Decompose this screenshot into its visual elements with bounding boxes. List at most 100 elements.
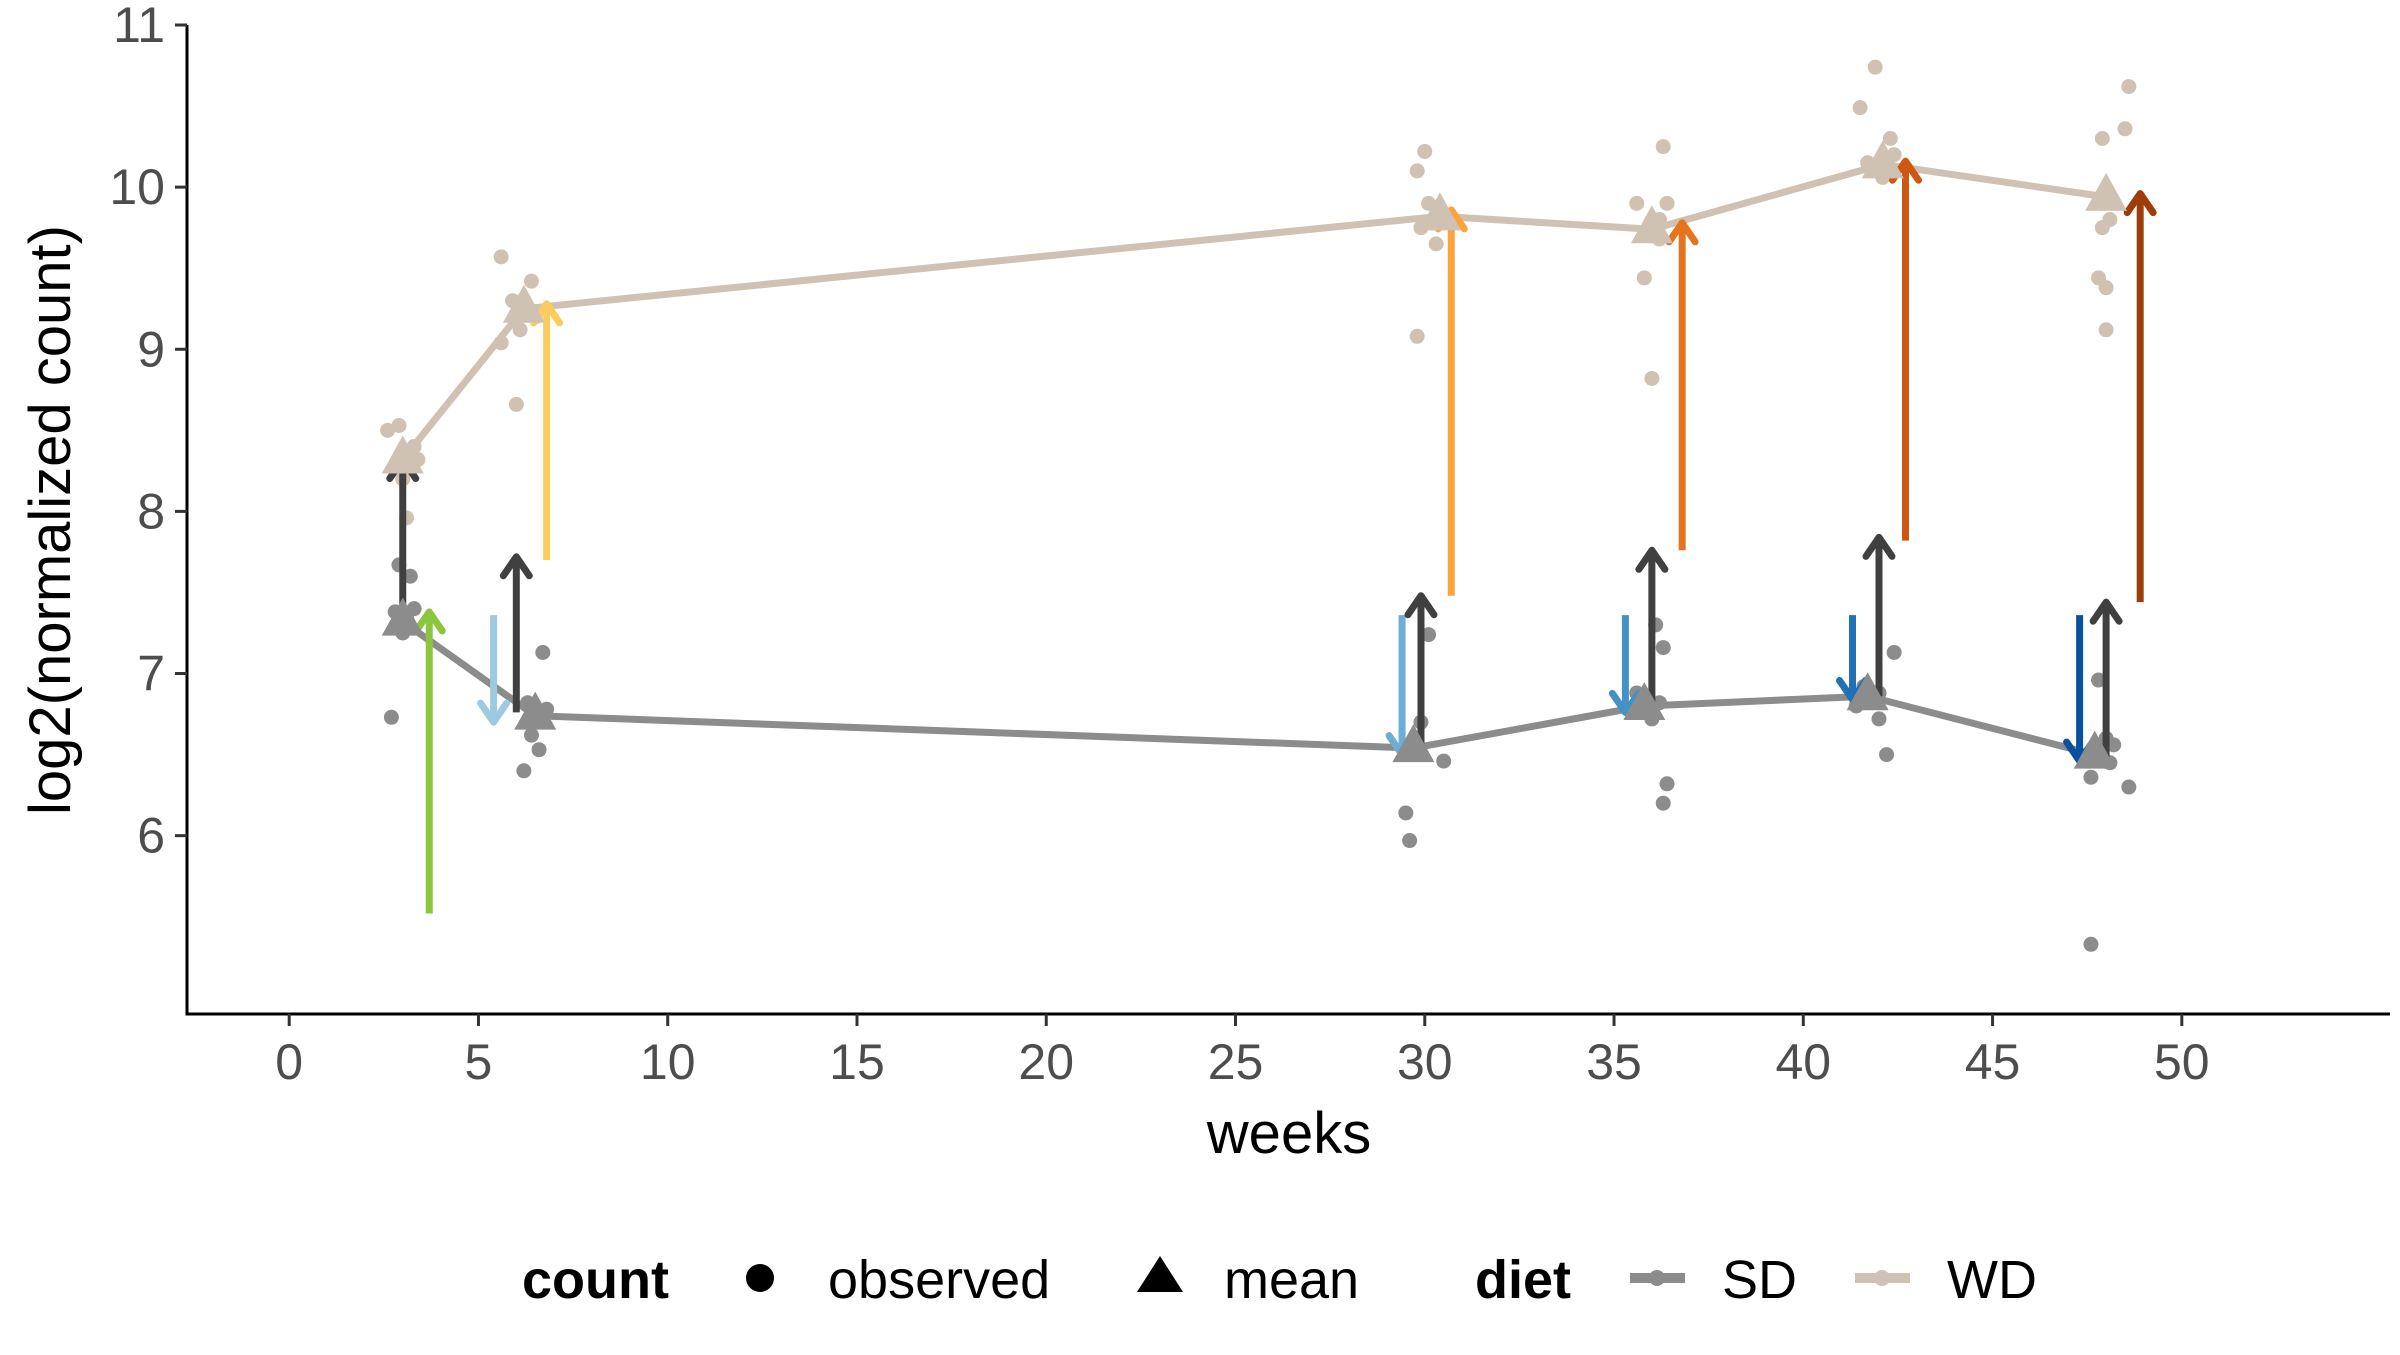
x-tick-label-15: 15 — [829, 1034, 885, 1090]
observed-point-wd-30 — [1867, 59, 1883, 75]
arrow-head-1 — [412, 608, 446, 635]
legend-mean-symbol — [1137, 1256, 1183, 1292]
effect-arrows — [386, 157, 2157, 914]
observed-point-wd-19 — [1428, 236, 1444, 252]
arrow-head-10 — [1665, 219, 1699, 246]
x-tick-label-20: 20 — [1018, 1034, 1074, 1090]
arrow-head-2 — [477, 699, 511, 726]
arrow-15 — [2089, 598, 2123, 758]
arrow-head-12 — [1862, 533, 1896, 560]
observed-point-sd-34 — [2083, 936, 2099, 952]
observed-point-sd-14 — [1398, 805, 1414, 821]
arrow-1 — [412, 608, 446, 914]
observed-point-sd-11 — [531, 742, 547, 758]
y-tick-label-10: 10 — [109, 159, 165, 215]
observed-point-sd-12 — [535, 644, 551, 660]
arrow-8 — [1608, 615, 1642, 716]
legend-sd-dot — [1649, 1270, 1665, 1286]
mean-marker-sd-4 — [1846, 672, 1889, 711]
arrow-head-3 — [499, 553, 533, 580]
observed-points — [380, 59, 2137, 952]
mean-marker-wd-0 — [381, 435, 424, 474]
arrow-16 — [2123, 190, 2157, 603]
mean-marker-sd-1 — [514, 691, 557, 730]
arrow-head-16 — [2123, 190, 2157, 217]
arrow-3 — [499, 553, 533, 713]
arrow-12 — [1862, 533, 1896, 697]
arrow-13 — [1888, 157, 1922, 541]
arrow-4 — [530, 300, 564, 561]
arrow-head-6 — [1404, 592, 1438, 619]
observed-point-wd-35 — [2094, 130, 2110, 146]
observed-point-wd-26 — [1659, 195, 1675, 211]
y-axis-title: log2(normalized count) — [18, 225, 83, 815]
mean-marker-wd-5 — [2085, 172, 2128, 211]
observed-point-sd-18 — [1436, 753, 1452, 769]
arrow-2 — [477, 615, 511, 726]
observed-point-wd-15 — [1409, 328, 1425, 344]
observed-point-wd-25 — [1655, 139, 1671, 155]
arrow-7 — [1434, 206, 1468, 596]
axes: 6 7 8 9 10 11 0 5 10 15 20 25 30 35 40 45 50 — [109, 0, 2390, 1090]
observed-point-wd-28 — [1852, 100, 1868, 116]
legend-mean-label: mean — [1224, 1250, 1359, 1310]
y-tick-label-8: 8 — [137, 483, 165, 539]
observed-point-sd-15 — [1402, 833, 1418, 849]
legend-observed-label: observed — [828, 1250, 1050, 1310]
arrow-6 — [1404, 592, 1438, 752]
mean-marker-wd-1 — [502, 284, 545, 323]
arrow-14 — [2063, 615, 2097, 765]
x-tick-label-5: 5 — [465, 1034, 493, 1090]
mean-marker-sd-5 — [2073, 730, 2116, 769]
y-tick-label-9: 9 — [137, 321, 165, 377]
x-tick-label-30: 30 — [1397, 1034, 1453, 1090]
observed-point-sd-0 — [383, 709, 399, 725]
observed-point-wd-11 — [523, 273, 539, 289]
observed-point-wd-39 — [2117, 121, 2133, 137]
observed-point-sd-4 — [402, 568, 418, 584]
legend-count-title: count — [522, 1250, 669, 1310]
observed-point-sd-32 — [1886, 644, 1902, 660]
legend-sd-label: SD — [1722, 1250, 1797, 1310]
observed-point-sd-38 — [2106, 737, 2122, 753]
observed-point-wd-14 — [1409, 163, 1425, 179]
x-tick-label-25: 25 — [1208, 1034, 1264, 1090]
x-tick-label-35: 35 — [1586, 1034, 1642, 1090]
mean-marker-wd-4 — [1861, 140, 1904, 179]
legend-wd-dot — [1874, 1270, 1890, 1286]
observed-point-wd-31 — [1882, 130, 1898, 146]
mean-marker-sd-2 — [1392, 724, 1435, 763]
arrow-head-15 — [2089, 598, 2123, 625]
observed-point-wd-13 — [512, 322, 528, 338]
x-tick-label-40: 40 — [1775, 1034, 1831, 1090]
x-tick-label-10: 10 — [640, 1034, 696, 1090]
observed-point-sd-31 — [1879, 747, 1895, 763]
observed-point-sd-9 — [523, 727, 539, 743]
series-line-wd — [400, 160, 2107, 462]
arrow-head-9 — [1635, 546, 1669, 573]
arrow-head-8 — [1608, 689, 1642, 716]
observed-point-wd-21 — [1629, 195, 1645, 211]
y-tick-label-7: 7 — [137, 646, 165, 702]
arrow-9 — [1635, 546, 1669, 710]
arrow-0 — [386, 456, 420, 617]
mean-markers — [381, 140, 2128, 769]
observed-point-sd-39 — [2121, 779, 2137, 795]
observed-point-sd-33 — [1871, 711, 1887, 727]
observed-point-sd-35 — [2083, 769, 2099, 785]
x-tick-label-50: 50 — [2154, 1034, 2210, 1090]
x-tick-label-45: 45 — [1965, 1034, 2021, 1090]
observed-point-wd-8 — [493, 335, 509, 351]
legend: count observed mean diet SD WD — [522, 1250, 2037, 1310]
mean-marker-wd-2 — [1418, 192, 1461, 231]
observed-point-wd-0 — [380, 422, 396, 438]
observed-point-wd-22 — [1636, 270, 1652, 286]
legend-diet-title: diet — [1475, 1250, 1571, 1310]
mean-marker-sd-3 — [1623, 681, 1666, 720]
legend-wd-label: WD — [1947, 1250, 2037, 1310]
observed-point-sd-26 — [1655, 640, 1671, 656]
observed-point-wd-1 — [391, 417, 407, 433]
observed-point-sd-17 — [1421, 627, 1437, 643]
